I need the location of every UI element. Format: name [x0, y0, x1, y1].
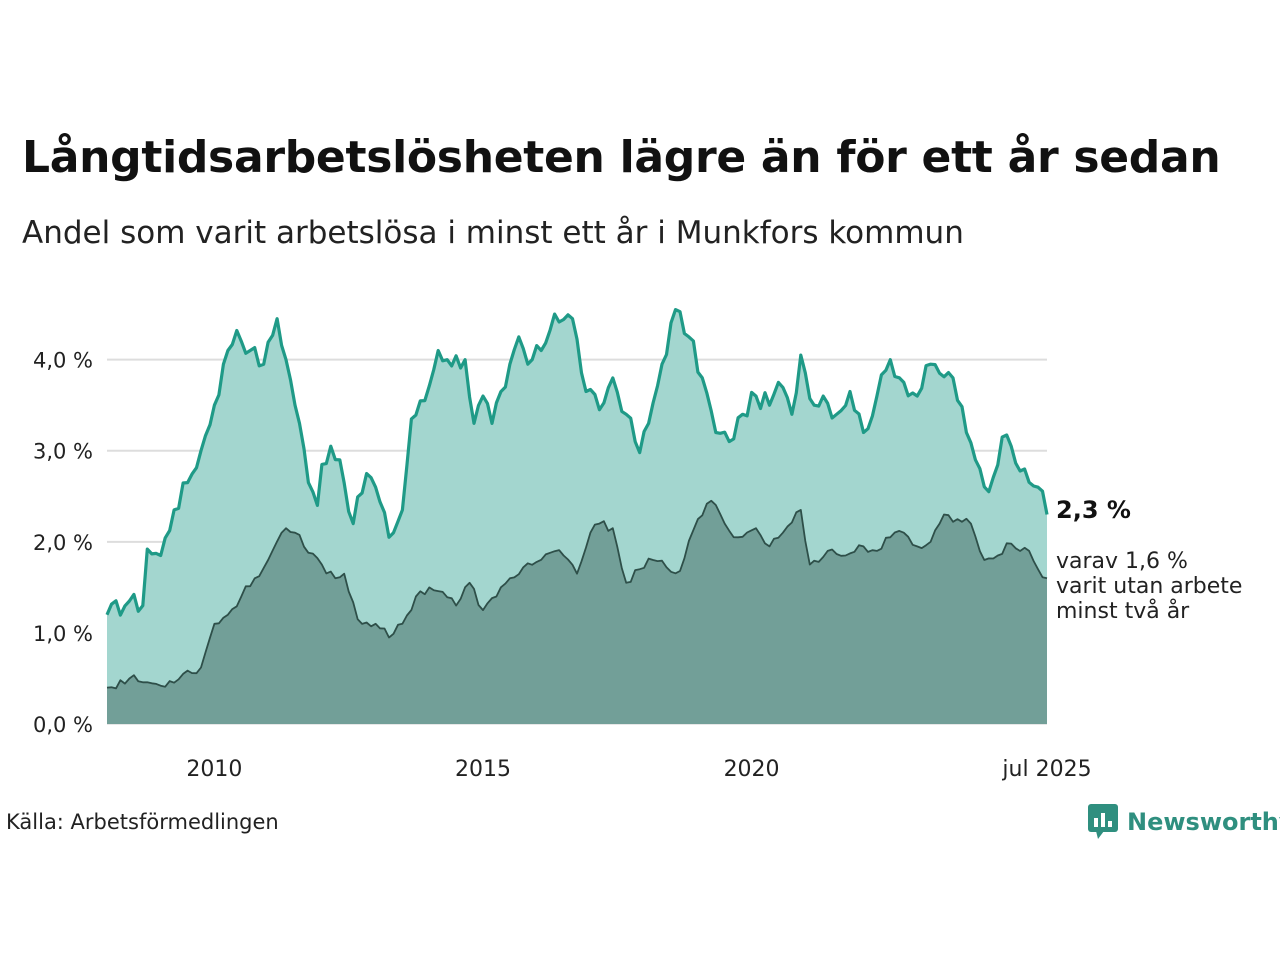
y-axis-ticks: 0,0 % 1,0 % 2,0 % 3,0 % 4,0 % — [33, 349, 93, 737]
end-label-sub-line-2: varit utan arbete — [1056, 574, 1242, 599]
chart-subtitle: Andel som varit arbetslösa i minst ett å… — [22, 215, 964, 251]
y-tick-label: 3,0 % — [33, 440, 93, 464]
y-tick-label: 2,0 % — [33, 531, 93, 555]
series-areas — [105, 308, 1049, 724]
series-minst-tva-ar-line — [106, 499, 1048, 690]
end-label-main-value: 2,3 % — [1056, 496, 1131, 524]
unemployment-area-chart: 0,0 % 1,0 % 2,0 % 3,0 % 4,0 % 2010 2015 2020 ju… — [33, 308, 1242, 782]
newsworthy-bar-chart-icon — [1088, 804, 1118, 839]
chart-title: Långtidsarbetslösheten lägre än för ett … — [22, 132, 1221, 183]
y-tick-label: 0,0 % — [33, 713, 93, 737]
end-label-sub-line-3: minst två år — [1056, 598, 1190, 624]
x-tick-label: 2015 — [455, 757, 511, 782]
newsworthy-logo: Newsworthy — [1088, 804, 1280, 840]
x-axis-ticks: 2010 2015 2020 jul 2025 — [186, 757, 1091, 782]
y-tick-label: 1,0 % — [33, 622, 93, 646]
series-minst-tva-ar-area — [107, 500, 1047, 724]
end-labels: 2,3 % varav 1,6 % varit utan arbete mins… — [1056, 496, 1242, 624]
x-tick-label: jul 2025 — [1001, 757, 1091, 782]
x-tick-label: 2020 — [724, 757, 780, 782]
x-tick-label: 2010 — [186, 757, 242, 782]
y-tick-label: 4,0 % — [33, 349, 93, 373]
end-label-sub-line-1: varav 1,6 % — [1056, 549, 1188, 574]
series-minst-ett-ar-line — [105, 308, 1049, 617]
source-credit: Källa: Arbetsförmedlingen — [6, 810, 279, 834]
logo-text: Newsworthy — [1127, 808, 1280, 836]
